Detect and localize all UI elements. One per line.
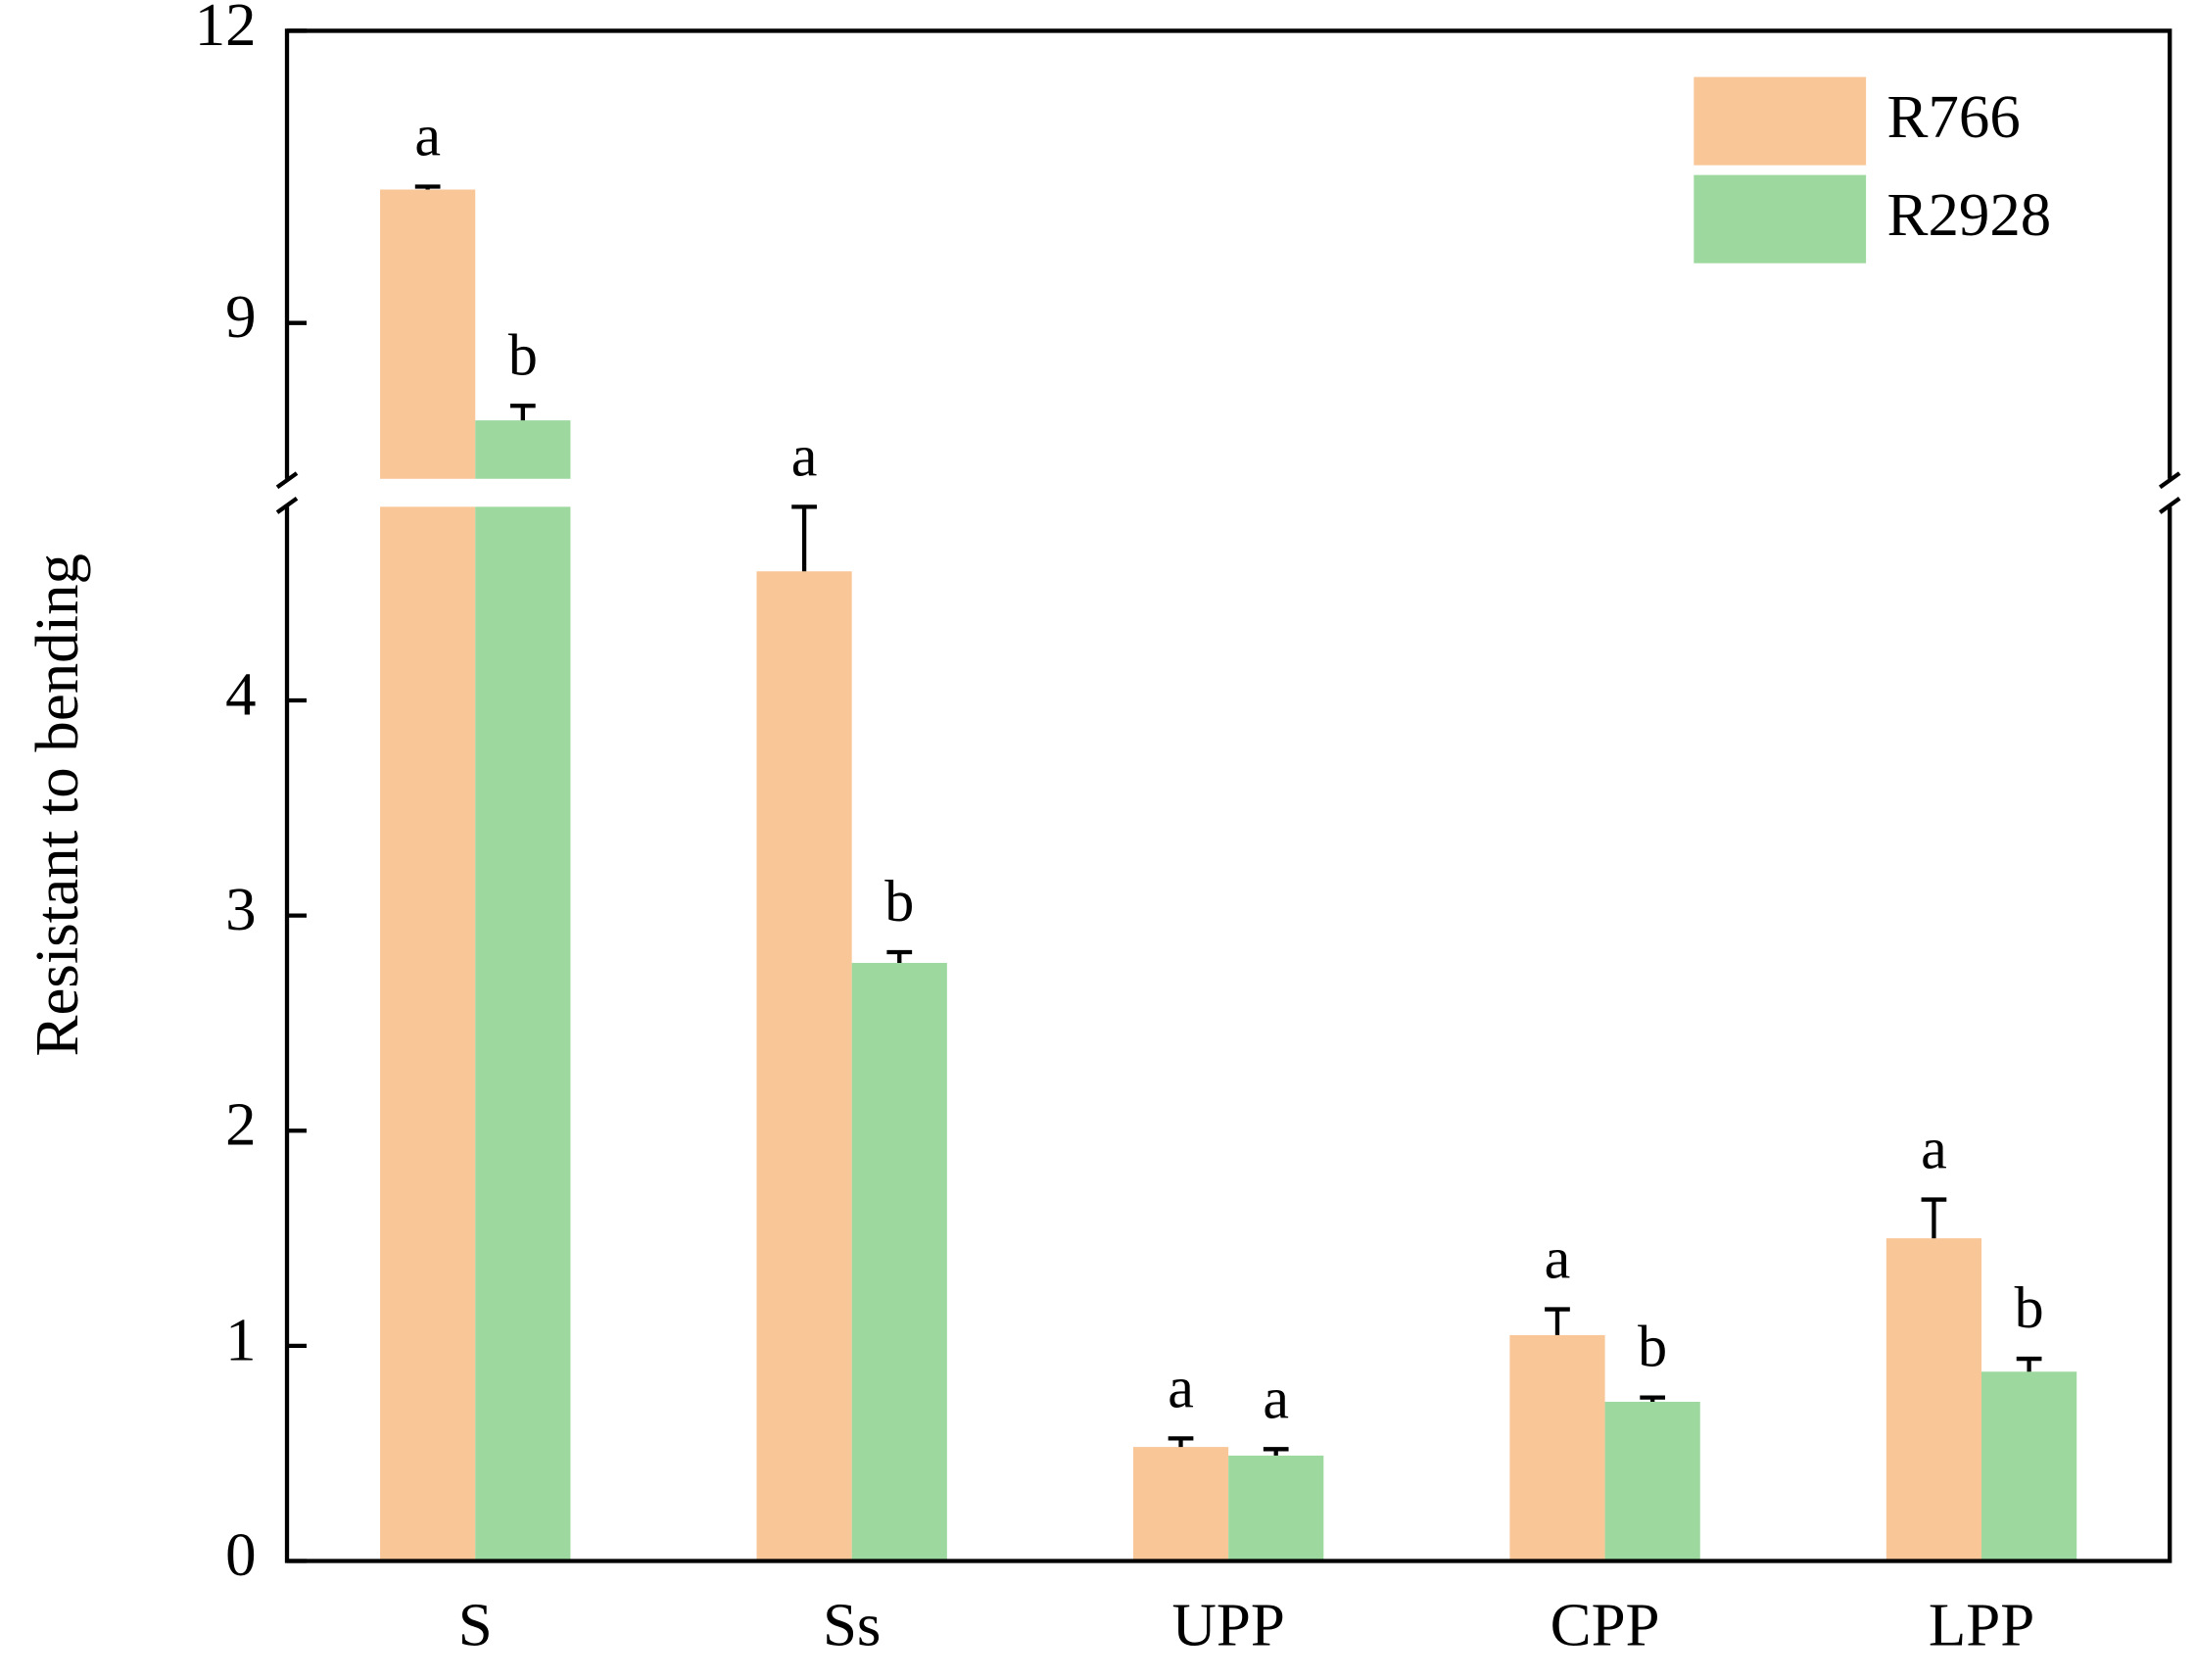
significance-label: b [884, 869, 914, 934]
significance-label: b [1638, 1315, 1667, 1379]
error-bar [1640, 1395, 1666, 1402]
y-tick-label: 3 [225, 875, 256, 943]
legend-swatch [1694, 174, 1867, 264]
x-tick-label: Ss [823, 1590, 881, 1658]
x-tick-label: LPP [1929, 1590, 2034, 1658]
bar [1885, 1238, 1982, 1561]
significance-label: a [1168, 1355, 1194, 1419]
bar [380, 189, 476, 1561]
x-tick-label: UPP [1171, 1590, 1284, 1658]
bar-piece [380, 506, 476, 1561]
legend-label: R2928 [1887, 180, 2052, 249]
y-tick-label: 2 [225, 1090, 256, 1159]
bar-piece [380, 189, 476, 479]
y-tick-label: 0 [225, 1520, 256, 1589]
error-bar [791, 504, 817, 572]
error-bar [414, 184, 441, 190]
y-axis-label: Resistant to bending [23, 553, 91, 1056]
error-bar [2016, 1356, 2042, 1372]
bar [1228, 1455, 1324, 1561]
error-bar [1168, 1436, 1194, 1448]
error-bar [886, 949, 913, 963]
axis-line [275, 497, 299, 514]
significance-label: a [1545, 1226, 1571, 1291]
significance-label: b [2015, 1275, 2044, 1340]
bar [475, 420, 571, 1561]
y-tick-label: 12 [195, 0, 257, 59]
bar [1132, 1447, 1229, 1561]
bar-piece [475, 506, 571, 1561]
error-bar [1545, 1307, 1570, 1335]
y-tick-label: 4 [225, 659, 256, 728]
error-bar [1263, 1447, 1289, 1456]
significance-label: a [1921, 1117, 1947, 1181]
bar [1981, 1371, 2077, 1561]
bar [851, 962, 947, 1561]
legend-label: R766 [1887, 82, 2021, 151]
axis-line [2158, 471, 2181, 490]
significance-label: a [1263, 1366, 1289, 1430]
bar [756, 571, 852, 1561]
bar-piece [475, 420, 571, 479]
legend-swatch [1694, 76, 1867, 166]
x-tick-label: CPP [1551, 1590, 1660, 1658]
error-bar [1921, 1197, 1947, 1239]
bar [1509, 1334, 1605, 1561]
significance-label: b [508, 322, 538, 387]
bar [1604, 1401, 1700, 1561]
y-tick-label: 1 [225, 1305, 256, 1373]
significance-label: a [791, 423, 818, 488]
significance-label: a [414, 104, 441, 168]
error-bar [509, 404, 536, 421]
y-tick-label: 9 [225, 282, 256, 351]
x-tick-label: S [458, 1590, 493, 1658]
axis-line [284, 506, 2172, 1563]
axis-line [284, 28, 2172, 479]
axis-line [2158, 497, 2181, 514]
axis-line [275, 471, 299, 490]
